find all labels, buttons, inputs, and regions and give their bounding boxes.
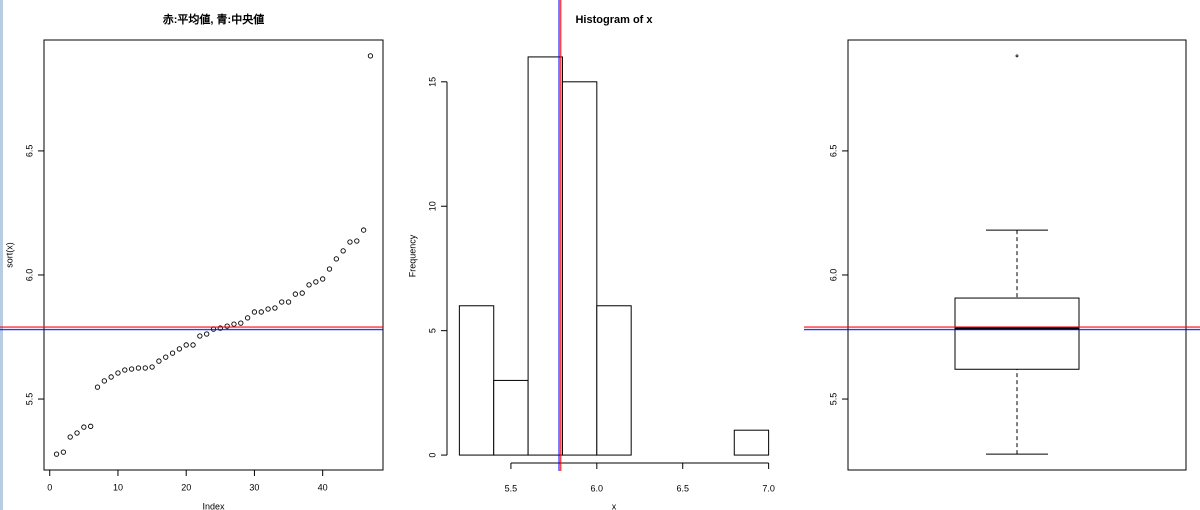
point <box>204 331 210 337</box>
point <box>149 364 155 370</box>
point <box>115 370 121 376</box>
y-tick-label: 6.5 <box>24 145 34 158</box>
point <box>299 290 305 296</box>
point <box>135 365 142 371</box>
point <box>156 358 162 364</box>
point <box>217 325 223 331</box>
box <box>954 297 1080 370</box>
point <box>74 430 80 436</box>
x-tick-label: 6.0 <box>591 483 604 493</box>
point <box>60 449 67 455</box>
point <box>224 323 230 329</box>
point <box>128 366 135 372</box>
point <box>94 384 101 390</box>
point <box>88 423 94 429</box>
x-tick-label: 5.5 <box>505 483 518 493</box>
point <box>142 365 148 371</box>
point <box>285 299 292 305</box>
point <box>122 367 128 373</box>
point <box>272 305 278 311</box>
chart-title: Histogram of x <box>575 14 653 26</box>
point <box>67 434 73 440</box>
point <box>360 227 367 233</box>
window-edge <box>0 0 3 510</box>
histogram-bar <box>733 429 770 456</box>
point <box>333 256 339 262</box>
chart-title: 赤:平均値, 青:中央値 <box>163 12 264 26</box>
point <box>53 451 60 457</box>
x-tick-label: 6.5 <box>676 483 689 493</box>
y-axis-label: Frequency <box>407 234 417 277</box>
point <box>306 282 312 288</box>
x-tick-label: 7.0 <box>762 483 775 493</box>
point <box>279 299 285 305</box>
y-tick-label: 15 <box>427 77 437 87</box>
point <box>367 53 374 59</box>
x-tick-label: 20 <box>181 482 191 492</box>
y-tick-label: 5 <box>427 328 437 333</box>
point <box>265 306 271 312</box>
x-tick-label: 40 <box>318 482 328 492</box>
point <box>251 309 258 315</box>
point <box>258 309 264 315</box>
x-axis-label: Index <box>202 501 225 510</box>
point <box>183 342 189 348</box>
point <box>326 266 333 272</box>
y-tick-label: 6.0 <box>24 269 34 282</box>
y-tick-label: 6.0 <box>828 269 838 282</box>
y-tick-label: 0 <box>427 453 437 458</box>
point <box>169 350 176 356</box>
histogram-bar <box>458 305 495 456</box>
outlier <box>1015 54 1019 58</box>
x-tick-label: 0 <box>47 482 52 492</box>
x-axis-label: x <box>612 501 617 510</box>
histogram-bar <box>596 305 632 456</box>
point <box>197 333 203 339</box>
plot-frame <box>43 39 384 471</box>
point <box>81 424 87 430</box>
x-tick-label: 30 <box>249 482 259 492</box>
point <box>347 239 353 245</box>
point <box>244 315 251 321</box>
point <box>163 354 169 360</box>
histogram-bar <box>493 379 529 456</box>
point <box>238 320 244 326</box>
x-tick-label: 10 <box>113 482 123 492</box>
y-axis-label: sort(x) <box>4 242 14 268</box>
point <box>231 321 237 327</box>
histogram-bar <box>561 81 598 456</box>
plot-frame <box>847 39 1187 471</box>
point <box>292 291 299 297</box>
histogram-bar <box>527 56 563 456</box>
point <box>190 342 196 348</box>
y-tick-label: 10 <box>427 201 437 211</box>
point <box>354 238 360 244</box>
point <box>320 276 326 282</box>
point <box>101 378 107 384</box>
y-tick-label: 5.5 <box>828 393 838 406</box>
y-tick-label: 5.5 <box>24 393 34 406</box>
point <box>108 374 114 380</box>
point <box>313 279 319 285</box>
point <box>176 346 183 352</box>
y-tick-label: 6.5 <box>828 145 838 158</box>
point <box>340 248 346 254</box>
